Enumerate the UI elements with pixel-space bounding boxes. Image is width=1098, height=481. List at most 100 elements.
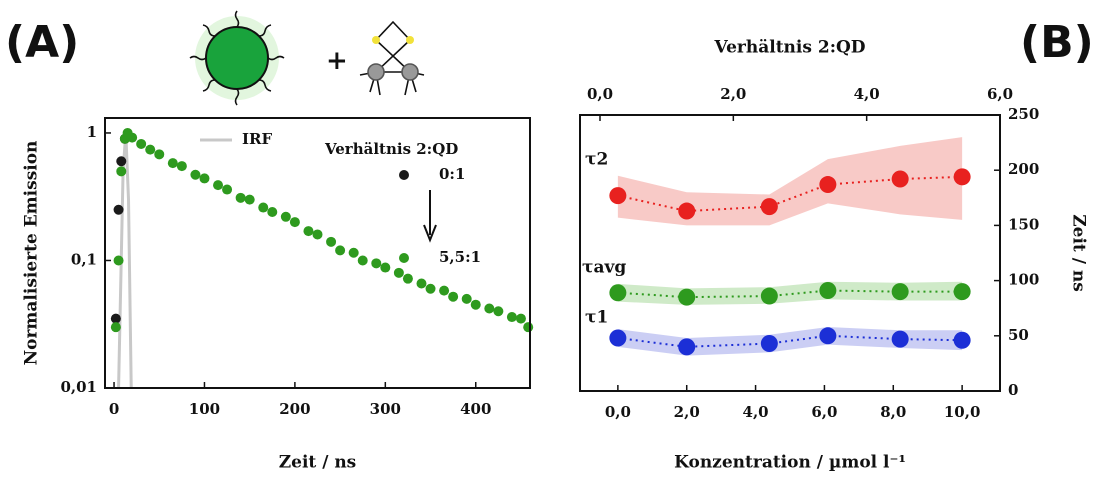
data-point bbox=[484, 304, 494, 314]
data-point bbox=[168, 158, 178, 168]
data-point bbox=[426, 284, 436, 294]
legend-label: 0:1 bbox=[439, 165, 465, 183]
y-tick-label: 200 bbox=[1008, 160, 1039, 178]
x-tick-label: 0,0 bbox=[605, 403, 631, 421]
molecule-icon bbox=[360, 22, 424, 95]
data-point bbox=[678, 338, 695, 355]
y-tick-label: 250 bbox=[1008, 105, 1039, 123]
y-tick-label: 1 bbox=[87, 123, 97, 141]
data-point bbox=[523, 322, 533, 332]
x-tick-label: 300 bbox=[370, 400, 401, 418]
x2-tick-label: 6,0 bbox=[987, 85, 1013, 103]
data-point bbox=[761, 288, 778, 305]
y-tick-label: 0 bbox=[1008, 381, 1018, 399]
x-tick-label: 200 bbox=[279, 400, 310, 418]
data-point bbox=[609, 187, 626, 204]
data-point bbox=[326, 237, 336, 247]
data-point bbox=[114, 205, 124, 215]
arrow bbox=[424, 190, 436, 240]
data-point bbox=[358, 255, 368, 265]
data-point bbox=[116, 166, 126, 176]
data-point bbox=[462, 294, 472, 304]
data-point bbox=[954, 332, 971, 349]
data-point bbox=[416, 278, 426, 288]
data-point bbox=[819, 282, 836, 299]
x2-tick-label: 4,0 bbox=[854, 85, 880, 103]
data-point bbox=[258, 203, 268, 213]
data-point bbox=[678, 289, 695, 306]
data-point bbox=[313, 229, 323, 239]
data-point bbox=[303, 226, 313, 236]
x-tick-label: 2,0 bbox=[674, 403, 700, 421]
legend-title: Verhältnis 2:QD bbox=[324, 140, 458, 158]
data-point bbox=[213, 180, 223, 190]
series-label: τavg bbox=[582, 258, 626, 278]
data-point bbox=[892, 283, 909, 300]
x-axis-label: Konzentration / µmol l⁻¹ bbox=[674, 453, 906, 473]
legend-label: 5,5:1 bbox=[439, 248, 481, 266]
data-point bbox=[471, 300, 481, 310]
series-label: τ2 bbox=[585, 150, 608, 170]
data-point bbox=[127, 133, 137, 143]
y-tick-label: 50 bbox=[1008, 326, 1029, 344]
x-tick-label: 8,0 bbox=[880, 403, 906, 421]
series-label: τ1 bbox=[585, 308, 608, 328]
plus-sign: + bbox=[326, 46, 348, 76]
figure: + (A)01002003004000,010,11Zeit / nsNorma… bbox=[0, 0, 1098, 476]
x-tick-label: 100 bbox=[189, 400, 220, 418]
x-tick-label: 0 bbox=[109, 400, 119, 418]
data-point bbox=[761, 198, 778, 215]
data-point bbox=[761, 335, 778, 352]
y-tick-label: 150 bbox=[1008, 215, 1039, 233]
x-axis-label: Zeit / ns bbox=[279, 453, 357, 473]
data-point bbox=[349, 248, 359, 258]
x2-tick-label: 0,0 bbox=[587, 85, 613, 103]
data-point bbox=[245, 195, 255, 205]
data-point bbox=[267, 207, 277, 217]
data-point bbox=[954, 283, 971, 300]
y-axis-label: Normalisierte Emission bbox=[22, 141, 42, 366]
data-point bbox=[403, 274, 413, 284]
error-band bbox=[618, 137, 962, 225]
error-band bbox=[618, 282, 962, 305]
data-point bbox=[114, 255, 124, 265]
data-point bbox=[145, 145, 155, 155]
x-tick-label: 4,0 bbox=[743, 403, 769, 421]
x-tick-label: 10,0 bbox=[944, 403, 981, 421]
data-point bbox=[154, 149, 164, 159]
qd-icon bbox=[190, 11, 284, 105]
data-point bbox=[380, 263, 390, 273]
data-point bbox=[199, 173, 209, 183]
data-point bbox=[819, 327, 836, 344]
error-band bbox=[618, 327, 962, 356]
legend-swatch bbox=[399, 170, 409, 180]
y-tick-label: 0,01 bbox=[60, 378, 97, 396]
data-point bbox=[609, 330, 626, 347]
data-point bbox=[954, 168, 971, 185]
x2-axis-label: Verhältnis 2:QD bbox=[713, 38, 865, 58]
data-point bbox=[136, 139, 146, 149]
data-point bbox=[609, 284, 626, 301]
data-point bbox=[222, 185, 232, 195]
x2-tick-label: 2,0 bbox=[720, 85, 746, 103]
data-point bbox=[290, 217, 300, 227]
data-point bbox=[516, 314, 526, 324]
data-point bbox=[111, 322, 121, 332]
data-point bbox=[111, 314, 121, 324]
data-point bbox=[892, 171, 909, 188]
x-tick-label: 400 bbox=[460, 400, 491, 418]
y-axis-label: Zeit / ns bbox=[1069, 214, 1089, 292]
data-point bbox=[493, 306, 503, 316]
data-point bbox=[335, 245, 345, 255]
data-point bbox=[394, 268, 404, 278]
data-point bbox=[177, 161, 187, 171]
data-point bbox=[892, 331, 909, 348]
data-point bbox=[281, 212, 291, 222]
y-tick-label: 0,1 bbox=[71, 250, 97, 268]
legend-irf-label: IRF bbox=[242, 130, 272, 148]
panel-label: (B) bbox=[1020, 17, 1094, 68]
data-point bbox=[371, 258, 381, 268]
legend-swatch bbox=[399, 253, 409, 263]
y-tick-label: 100 bbox=[1008, 271, 1039, 289]
data-point bbox=[236, 193, 246, 203]
